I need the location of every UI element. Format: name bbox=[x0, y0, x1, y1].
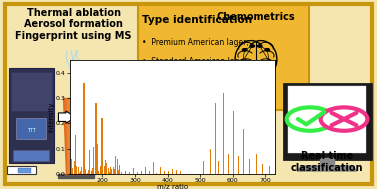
FancyBboxPatch shape bbox=[13, 150, 49, 161]
Circle shape bbox=[259, 62, 264, 64]
Circle shape bbox=[287, 107, 333, 131]
Text: Type identification: Type identification bbox=[142, 15, 252, 25]
FancyBboxPatch shape bbox=[16, 118, 46, 139]
Polygon shape bbox=[67, 98, 73, 174]
Text: •  Standard American lager.: • Standard American lager. bbox=[142, 57, 249, 66]
Polygon shape bbox=[320, 158, 334, 166]
X-axis label: m/z ratio: m/z ratio bbox=[157, 184, 188, 189]
Circle shape bbox=[250, 45, 254, 47]
Text: Real time
classification: Real time classification bbox=[291, 151, 363, 173]
Text: Thermal ablation
Aerosol formation
Fingerprint using MS: Thermal ablation Aerosol formation Finge… bbox=[15, 8, 132, 41]
FancyBboxPatch shape bbox=[7, 166, 36, 174]
FancyBboxPatch shape bbox=[18, 168, 31, 173]
Circle shape bbox=[320, 107, 367, 131]
FancyBboxPatch shape bbox=[138, 5, 309, 110]
Circle shape bbox=[241, 60, 245, 62]
FancyBboxPatch shape bbox=[11, 72, 52, 111]
Circle shape bbox=[267, 60, 271, 62]
Text: Brand discrimination: Brand discrimination bbox=[142, 77, 265, 88]
FancyBboxPatch shape bbox=[9, 68, 54, 163]
Y-axis label: Intensity: Intensity bbox=[48, 102, 54, 132]
Circle shape bbox=[248, 62, 253, 64]
FancyArrow shape bbox=[58, 111, 75, 123]
Text: •  32 different brands.: • 32 different brands. bbox=[142, 97, 228, 106]
FancyBboxPatch shape bbox=[288, 86, 366, 153]
Polygon shape bbox=[297, 166, 357, 171]
Text: •  Premium American lager;: • Premium American lager; bbox=[142, 38, 249, 47]
Circle shape bbox=[265, 49, 270, 51]
Circle shape bbox=[242, 49, 247, 51]
Text: TTT: TTT bbox=[27, 128, 35, 133]
Circle shape bbox=[257, 45, 262, 47]
Text: Chemometrics: Chemometrics bbox=[217, 12, 295, 22]
FancyBboxPatch shape bbox=[284, 84, 371, 159]
Polygon shape bbox=[58, 174, 94, 178]
Polygon shape bbox=[63, 98, 88, 174]
